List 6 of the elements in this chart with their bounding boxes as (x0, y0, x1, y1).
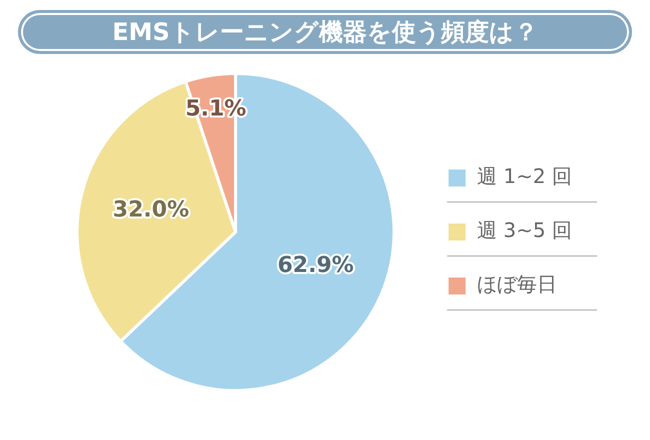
chart-title: EMSトレーニング機器を使う頻度は？ (18, 10, 632, 54)
data-label: 62.9% (277, 253, 354, 278)
legend-label: 週 3~5 回 (477, 218, 572, 242)
legend-label: ほぼ毎日 (477, 272, 558, 296)
data-label: 32.0% (112, 198, 190, 223)
legend-label: 週 1~2 回 (477, 164, 572, 188)
